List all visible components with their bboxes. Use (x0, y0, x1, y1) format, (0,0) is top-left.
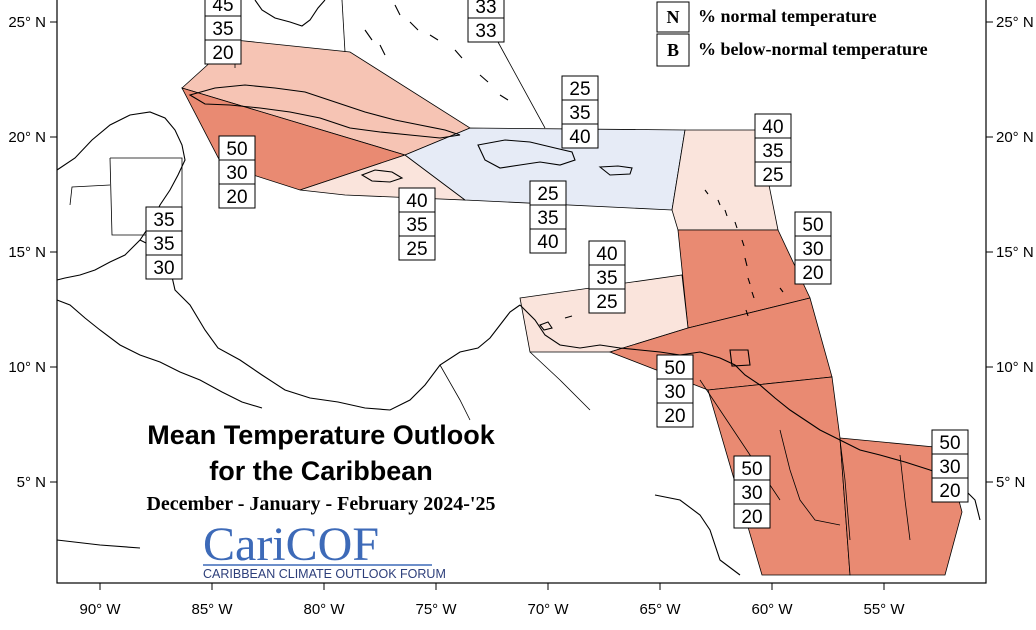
prob-value: 20 (226, 187, 247, 208)
lat-label: 25° N (8, 14, 46, 31)
prob-value: 20 (212, 43, 233, 64)
prob-box-suriname-fg: 50 30 20 (931, 429, 969, 503)
prob-value: 50 (741, 459, 762, 480)
prob-box-trinidad-tobago: 50 30 20 (656, 354, 694, 428)
title-line-1: Mean Temperature Outlook (147, 420, 496, 450)
prob-value: 40 (569, 127, 590, 148)
lat-label: 20° N (996, 129, 1034, 146)
prob-box-hispaniola-lower: 25 35 40 (529, 180, 567, 254)
prob-value: 50 (226, 139, 247, 160)
longitude-labels: 90° W 85° W 80° W 75° W 70° W 65° W 60° … (79, 601, 905, 618)
prob-value: 35 (762, 141, 783, 162)
prob-value: 35 (212, 19, 233, 40)
prob-value: 35 (406, 215, 427, 236)
map-title: Mean Temperature Outlook for the Caribbe… (146, 420, 495, 515)
zone-belize-outline-west (69, 184, 111, 206)
prob-value: 35 (596, 268, 617, 289)
prob-value: 30 (153, 258, 174, 279)
legend-key-box (656, 33, 690, 67)
legend-text-below: % below-normal temperature (698, 39, 928, 59)
legend: N % normal temperature B % below-normal … (656, 1, 928, 67)
lon-label: 75° W (415, 601, 457, 618)
prob-box-abc-islands: 40 35 25 (588, 240, 626, 314)
lon-label: 60° W (751, 601, 793, 618)
lon-label: 85° W (191, 601, 233, 618)
prob-value: 25 (569, 79, 590, 100)
coastlines (56, 0, 981, 576)
lat-label: 25° N (996, 14, 1034, 31)
prob-value: 40 (537, 232, 558, 253)
lat-label: 5° N (17, 474, 46, 491)
prob-value: 30 (664, 382, 685, 403)
prob-value: 45 (212, 0, 233, 16)
prob-value: 25 (762, 165, 783, 186)
prob-value: 30 (741, 483, 762, 504)
lat-label: 15° N (8, 244, 46, 261)
lon-label: 80° W (303, 601, 345, 618)
lat-label: 10° N (996, 359, 1034, 376)
prob-box-windward-islands: 50 30 20 (794, 211, 832, 285)
prob-value: 25 (406, 239, 427, 260)
prob-value: 33 (475, 21, 496, 42)
latitude-labels-right: 25° N 20° N 15° N 10° N 5° N (996, 14, 1034, 491)
latitude-labels-left: 25° N 20° N 15° N 10° N 5° N (8, 14, 46, 491)
prob-box-guyana: 50 30 20 (733, 455, 771, 529)
prob-value: 30 (802, 239, 823, 260)
lon-label: 90° W (79, 601, 121, 618)
legend-key-box (656, 1, 690, 33)
prob-box-cuba-east: 45 35 20 (204, 0, 242, 65)
prob-value: 30 (939, 457, 960, 478)
logo-wordmark: CariCOF (203, 518, 379, 571)
lat-label: 15° N (996, 244, 1034, 261)
probability-boxes: 45 35 20 33 33 50 30 20 35 35 30 (145, 0, 969, 529)
legend-key-below: B (667, 40, 679, 60)
legend-key-normal: N (667, 7, 680, 27)
prob-value: 20 (802, 263, 823, 284)
prob-box-hispaniola-upper: 25 35 40 (561, 75, 599, 149)
prob-box-belize: 35 35 30 (145, 206, 183, 280)
borders (439, 351, 911, 541)
prob-value: 35 (153, 234, 174, 255)
prob-value: 35 (569, 103, 590, 124)
prob-value: 20 (741, 507, 762, 528)
lat-label: 5° N (996, 474, 1025, 491)
lon-label: 65° W (639, 601, 681, 618)
prob-box-cuba-west: 50 30 20 (218, 135, 256, 209)
prob-value: 40 (762, 117, 783, 138)
prob-box-northern-lesser-antilles: 40 35 25 (754, 113, 792, 187)
lat-label: 10° N (8, 359, 46, 376)
prob-value: 25 (537, 184, 558, 205)
prob-value: 33 (475, 0, 496, 18)
prob-value: 35 (537, 208, 558, 229)
prob-value: 20 (664, 406, 685, 427)
lon-label: 55° W (863, 601, 905, 618)
prob-value: 40 (596, 244, 617, 265)
legend-text-normal: % normal temperature (698, 6, 877, 26)
prob-value: 20 (939, 481, 960, 502)
prob-value: 30 (226, 163, 247, 184)
tick-marks (50, 21, 993, 590)
lon-label: 70° W (527, 601, 569, 618)
prob-box-jamaica: 40 35 25 (398, 187, 436, 261)
prob-value: 35 (153, 210, 174, 231)
title-line-2: for the Caribbean (209, 456, 433, 486)
caricof-logo: CariCOF CARIBBEAN CLIMATE OUTLOOK FORUM (203, 518, 446, 581)
lat-label: 20° N (8, 129, 46, 146)
prob-box-bahamas: 33 33 (467, 0, 505, 43)
prob-value: 25 (596, 292, 617, 313)
prob-value: 50 (939, 433, 960, 454)
prob-value: 50 (802, 215, 823, 236)
prob-value: 40 (406, 191, 427, 212)
logo-subtitle: CARIBBEAN CLIMATE OUTLOOK FORUM (203, 567, 446, 581)
title-period: December - January - February 2024-'25 (146, 493, 495, 515)
prob-value: 50 (664, 358, 685, 379)
